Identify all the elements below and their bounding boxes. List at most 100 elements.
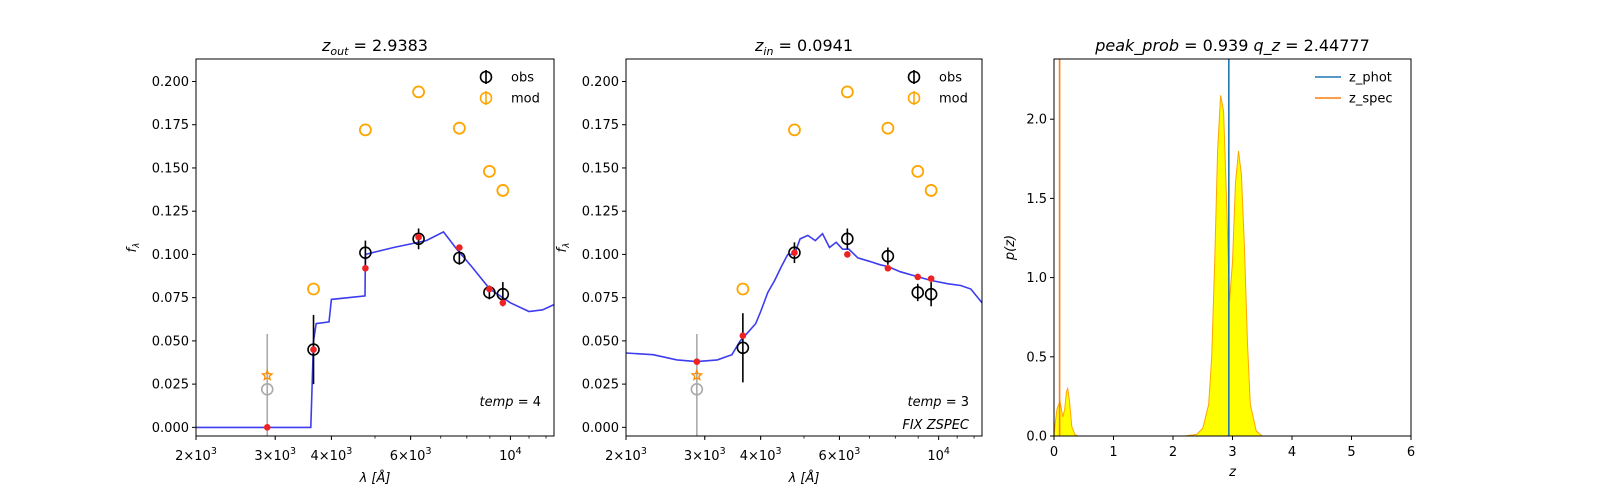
x-axis-label: λ [Å] (788, 470, 820, 486)
y-tick-label: 0.150 (582, 161, 619, 176)
model-point (791, 249, 798, 256)
x-tick-label: 104 (499, 446, 522, 464)
y-tick-label: 0.175 (152, 118, 189, 133)
model-curve (626, 232, 982, 363)
y-tick-label: 0.075 (152, 291, 189, 306)
model-point (693, 358, 701, 365)
model-point (310, 346, 317, 353)
x-tick-label: 5 (1347, 445, 1355, 460)
legend-marker (907, 91, 921, 105)
x-tick-label: 6×103 (390, 446, 432, 464)
model-point (486, 285, 493, 293)
x-tick-label: 0 (1050, 445, 1058, 460)
mod-point (482, 165, 496, 178)
y-tick-label: 0.000 (152, 421, 189, 436)
panel-title: zin = 0.0941 (754, 36, 853, 58)
model-point (499, 299, 507, 307)
plot-area (196, 85, 554, 436)
y-tick-label: 0.200 (152, 75, 189, 90)
model-point (739, 332, 747, 339)
legend-label-mod: mod (939, 92, 968, 107)
y-tick-label: 0.025 (582, 378, 619, 393)
obs-point (881, 249, 895, 263)
x-tick-label: 4 (1288, 445, 1296, 460)
x-tick-label: 104 (927, 446, 950, 464)
y-tick-label: 0.0 (1026, 430, 1047, 445)
panel-title: zout = 2.9383 (321, 36, 428, 58)
obs-point (788, 246, 801, 259)
legend-label-obs: obs (939, 71, 962, 86)
model-point (415, 233, 422, 241)
plot-area (626, 85, 982, 436)
x-axis-label: z (1228, 465, 1237, 480)
obs-point (307, 343, 320, 356)
model-point (844, 251, 851, 258)
obs-point (911, 286, 925, 299)
x-tick-label: 6×103 (819, 446, 861, 464)
legend-marker (479, 91, 493, 105)
mod-point (736, 282, 750, 296)
y-tick-label: 0.100 (582, 248, 619, 263)
obs-point (736, 341, 750, 355)
mod-point (840, 85, 854, 99)
y-tick-label: 0.200 (582, 75, 619, 90)
legend-label-z_spec: z_spec (1349, 92, 1393, 107)
x-tick-label: 3×103 (254, 446, 296, 464)
y-tick-label: 0.025 (152, 378, 189, 393)
mod-point (496, 184, 510, 197)
x-tick-label: 4×103 (311, 446, 353, 464)
y-tick-label: 0.000 (582, 421, 619, 436)
obs-point (924, 287, 938, 301)
x-tick-label: 1 (1109, 445, 1117, 460)
y-tick-label: 0.125 (152, 205, 189, 220)
annotation: temp = 4 (480, 395, 541, 410)
y-tick-label: 2.0 (1026, 113, 1047, 128)
y-tick-label: 1.0 (1026, 271, 1047, 286)
mod-point (307, 282, 320, 296)
mod-point (412, 85, 425, 99)
plot-area (1054, 59, 1352, 436)
annotation: FIX ZSPEC (902, 418, 970, 433)
model-curve (196, 230, 554, 429)
annotation: temp = 3 (908, 395, 969, 410)
x-tick-label: 3 (1228, 445, 1236, 460)
pz-fill (1054, 95, 1352, 436)
sed-panel-sed-in: 0.000 0.025 0.050 0.075 0.100 0.125 0.150 0.175… (555, 36, 983, 486)
obs-point (453, 251, 466, 265)
axes-frame (195, 58, 555, 437)
grey-point (260, 383, 274, 396)
star-point (260, 368, 274, 381)
mod-point (881, 121, 895, 135)
legend-label-z_phot: z_phot (1349, 71, 1392, 86)
legend-marker (907, 70, 921, 84)
y-tick-label: 0.150 (152, 161, 189, 176)
obs-point (841, 232, 854, 246)
mod-point (452, 121, 466, 135)
pz-panel: 0.0 0.5 1.0 1.5 2.0 0 1 2 3 4 5 6 peak_prob = 0.939 … (1003, 36, 1415, 480)
obs-point (412, 232, 425, 246)
y-tick-label: 0.175 (582, 118, 619, 133)
y-tick-label: 0.075 (582, 291, 619, 306)
y-tick-label: 0.125 (582, 205, 619, 220)
x-tick-label: 3×103 (684, 446, 726, 464)
mod-point (358, 123, 372, 137)
y-axis-label: fλ (555, 243, 572, 253)
x-tick-label: 2×103 (605, 446, 647, 464)
mod-point (911, 165, 925, 178)
mod-point (924, 184, 938, 197)
y-tick-label: 1.5 (1026, 192, 1047, 207)
y-tick-label: 0.100 (152, 248, 189, 263)
model-point (927, 275, 935, 282)
obs-point (359, 246, 372, 259)
model-point (362, 264, 369, 272)
panel-title: peak_prob = 0.939 q_z = 2.44777 (1094, 36, 1370, 56)
legend-marker (479, 70, 493, 84)
grey-point (690, 383, 704, 396)
model-point (884, 264, 892, 272)
x-tick-label: 4×103 (740, 446, 782, 464)
x-tick-label: 2×103 (175, 446, 217, 464)
axes-frame (625, 58, 983, 437)
x-tick-label: 2 (1169, 445, 1177, 460)
y-tick-label: 0.050 (152, 334, 189, 349)
